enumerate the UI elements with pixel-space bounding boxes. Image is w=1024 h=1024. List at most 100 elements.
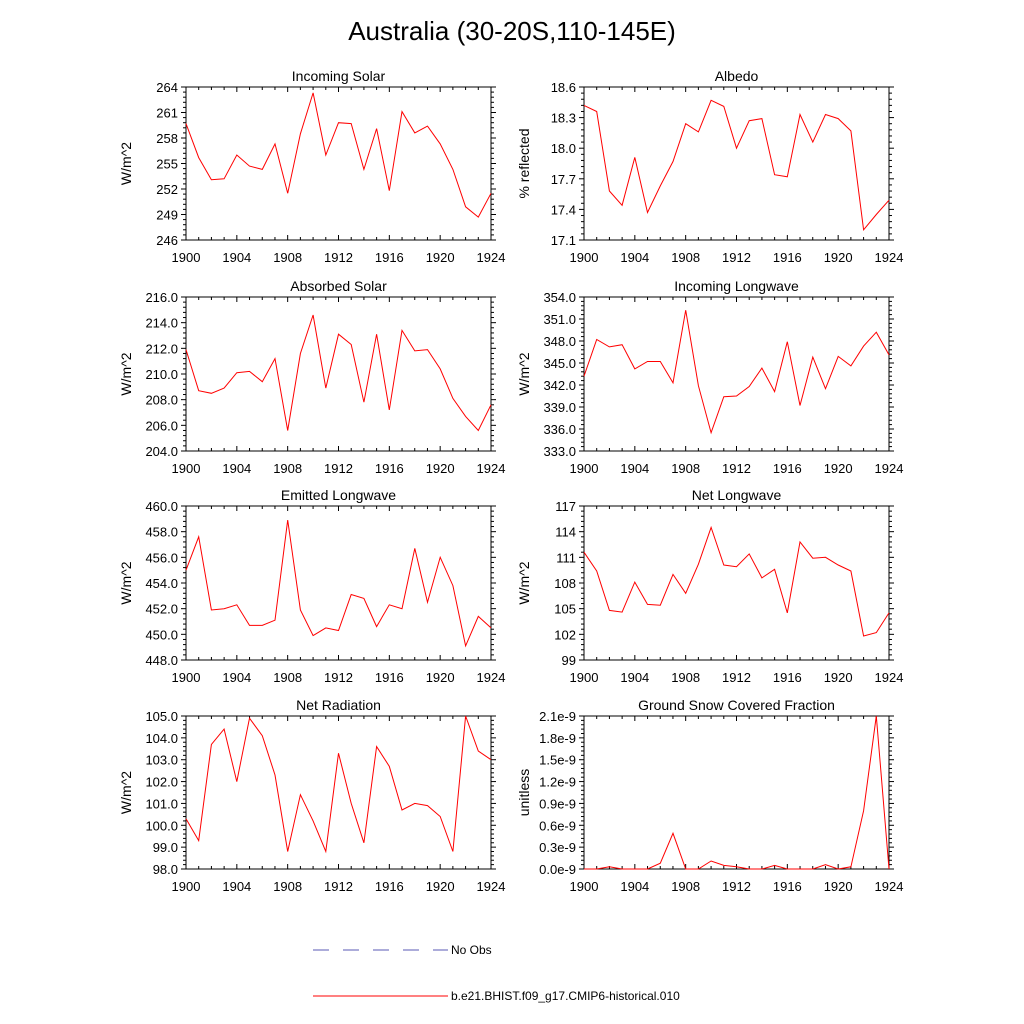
panel-2-frame [583,86,890,241]
panel-8-ylabel: unitless [516,769,532,816]
panel-1-xtick-label: 1920 [426,250,455,265]
panel-2-ytick-label: 18.6 [551,80,576,95]
panel-8-xtick-label: 1916 [773,879,802,894]
panel-6-ytick-label: 111 [556,550,576,565]
panel-7-ytick-label: 103.0 [145,753,178,768]
panel-3: Absorbed Solar W/m^2 1900 1904 1908 1912 1916 1… [118,278,505,476]
panel-2: Albedo % reflected 1900 1904 1908 1912 1916 192… [516,68,903,265]
panel-4-ytick-label: 339.0 [543,400,576,415]
panel-4-xtick-label: 1912 [722,461,751,476]
panel-6-ylabel: W/m^2 [516,561,532,604]
panel-4-xtick-label: 1904 [620,461,649,476]
panel-4: Incoming Longwave W/m^2 1900 1904 1908 1912 19… [516,278,903,476]
panel-3-frame [185,296,492,452]
panel-8-ytick-label: 0.0e-9 [539,862,576,877]
panel-4-series-line [583,310,890,435]
panel-7-ytick-label: 99.0 [153,840,178,855]
panel-2-ytick-label: 18.3 [551,111,576,126]
panel-3-xtick-label: 1900 [172,461,201,476]
panel-4-xtick-label: 1900 [570,461,599,476]
panel-5-ytick-label: 454.0 [145,576,178,591]
panel-1-title: Incoming Solar [292,68,386,84]
panel-4-ytick-label: 333.0 [543,444,576,459]
panel-8-xtick-label: 1920 [824,879,853,894]
legend-model-label: b.e21.BHIST.f09_g17.CMIP6-historical.010 [451,989,680,1003]
panel-7-xtick-label: 1900 [172,879,201,894]
panel-7-ytick-label: 98.0 [153,862,178,877]
panel-4-ytick-label: 348.0 [543,334,576,349]
panel-8-series-line [584,715,890,870]
panel-5-xtick-label: 1912 [324,670,353,685]
legend-no-obs-label: No Obs [451,943,492,957]
panel-5-ytick-label: 458.0 [145,525,178,540]
panel-8-ytick-label: 1.8e-9 [539,731,576,746]
panel-7: Net Radiation W/m^2 1900 1904 1908 1912 1916 19… [118,697,505,894]
panel-4-title: Incoming Longwave [674,278,799,294]
panel-2-xtick-label: 1912 [722,250,751,265]
panel-6-ytick-label: 102 [554,627,576,642]
panel-7-xtick-label: 1920 [426,879,455,894]
panel-5-xtick-label: 1900 [172,670,201,685]
panel-4-ylabel: W/m^2 [516,352,532,395]
panel-3-xtick-label: 1916 [375,461,404,476]
panel-1-xtick-label: 1912 [324,250,353,265]
panel-3-xtick-label: 1912 [324,461,353,476]
panels: Incoming Solar W/m^2 1900 1904 1908 1912 1916 1… [118,68,903,894]
panel-2-xtick-label: 1924 [875,250,904,265]
panel-8-xtick-label: 1900 [570,879,599,894]
panel-7-ytick-label: 102.0 [145,775,178,790]
panel-7-xtick-label: 1904 [222,879,251,894]
panel-5-title: Emitted Longwave [281,487,396,503]
panel-3-ytick-label: 212.0 [145,341,178,356]
panel-1-xtick-label: 1900 [172,250,201,265]
panel-1-xtick-label: 1908 [273,250,302,265]
panel-2-title: Albedo [715,68,759,84]
panel-8-ytick-label: 0.3e-9 [539,840,576,855]
panel-1-ytick-label: 252 [156,182,178,197]
panel-6-xtick-label: 1916 [773,670,802,685]
panel-3-ytick-label: 214.0 [145,316,178,331]
panel-1-ylabel: W/m^2 [118,142,134,185]
panel-7-xtick-label: 1908 [273,879,302,894]
panel-3-ytick-label: 204.0 [145,444,178,459]
panel-1-ytick-label: 255 [156,157,178,172]
panel-5-ytick-label: 450.0 [145,627,178,642]
panel-5-ytick-label: 456.0 [145,550,178,565]
panel-5-xtick-label: 1904 [222,670,251,685]
panel-2-xtick-label: 1904 [620,250,649,265]
panel-3-ylabel: W/m^2 [118,352,134,395]
panel-2-xtick-label: 1916 [773,250,802,265]
panel-6-ytick-label: 99 [562,653,576,668]
panel-6-ytick-label: 108 [554,576,576,591]
panel-3-xtick-label: 1924 [477,461,506,476]
panel-3-ytick-label: 208.0 [145,393,178,408]
panel-2-ytick-label: 18.0 [551,141,576,156]
panel-7-ytick-label: 105.0 [145,709,178,724]
panel-2-xtick-label: 1908 [671,250,700,265]
panel-7-series-line [185,715,492,854]
panel-1-xtick-label: 1904 [222,250,251,265]
panel-7-ylabel: W/m^2 [118,771,134,814]
panel-8-ytick-label: 0.6e-9 [539,818,576,833]
panel-3-xtick-label: 1904 [222,461,251,476]
panel-3-xtick-label: 1908 [273,461,302,476]
panel-6-xtick-label: 1924 [875,670,904,685]
panel-6-xtick-label: 1908 [671,670,700,685]
panel-7-ytick-label: 104.0 [145,731,178,746]
panel-8-frame [583,715,890,870]
panel-8-xtick-label: 1908 [671,879,700,894]
panel-5-frame [185,505,492,661]
panel-5-ytick-label: 460.0 [145,499,178,514]
panel-5: Emitted Longwave W/m^2 1900 1904 1908 1912 191… [118,487,505,685]
panel-8-ytick-label: 2.1e-9 [539,709,576,724]
panel-6-xtick-label: 1904 [620,670,649,685]
panel-8-ytick-label: 0.9e-9 [539,796,576,811]
panel-4-ytick-label: 354.0 [543,290,576,305]
panel-7-xtick-label: 1916 [375,879,404,894]
panel-1-ytick-label: 264 [156,80,178,95]
panel-6-xtick-label: 1912 [722,670,751,685]
panel-3-ytick-label: 216.0 [145,290,178,305]
panel-2-xtick-label: 1900 [570,250,599,265]
panel-7-xtick-label: 1924 [477,879,506,894]
panel-1-xtick-label: 1924 [477,250,506,265]
